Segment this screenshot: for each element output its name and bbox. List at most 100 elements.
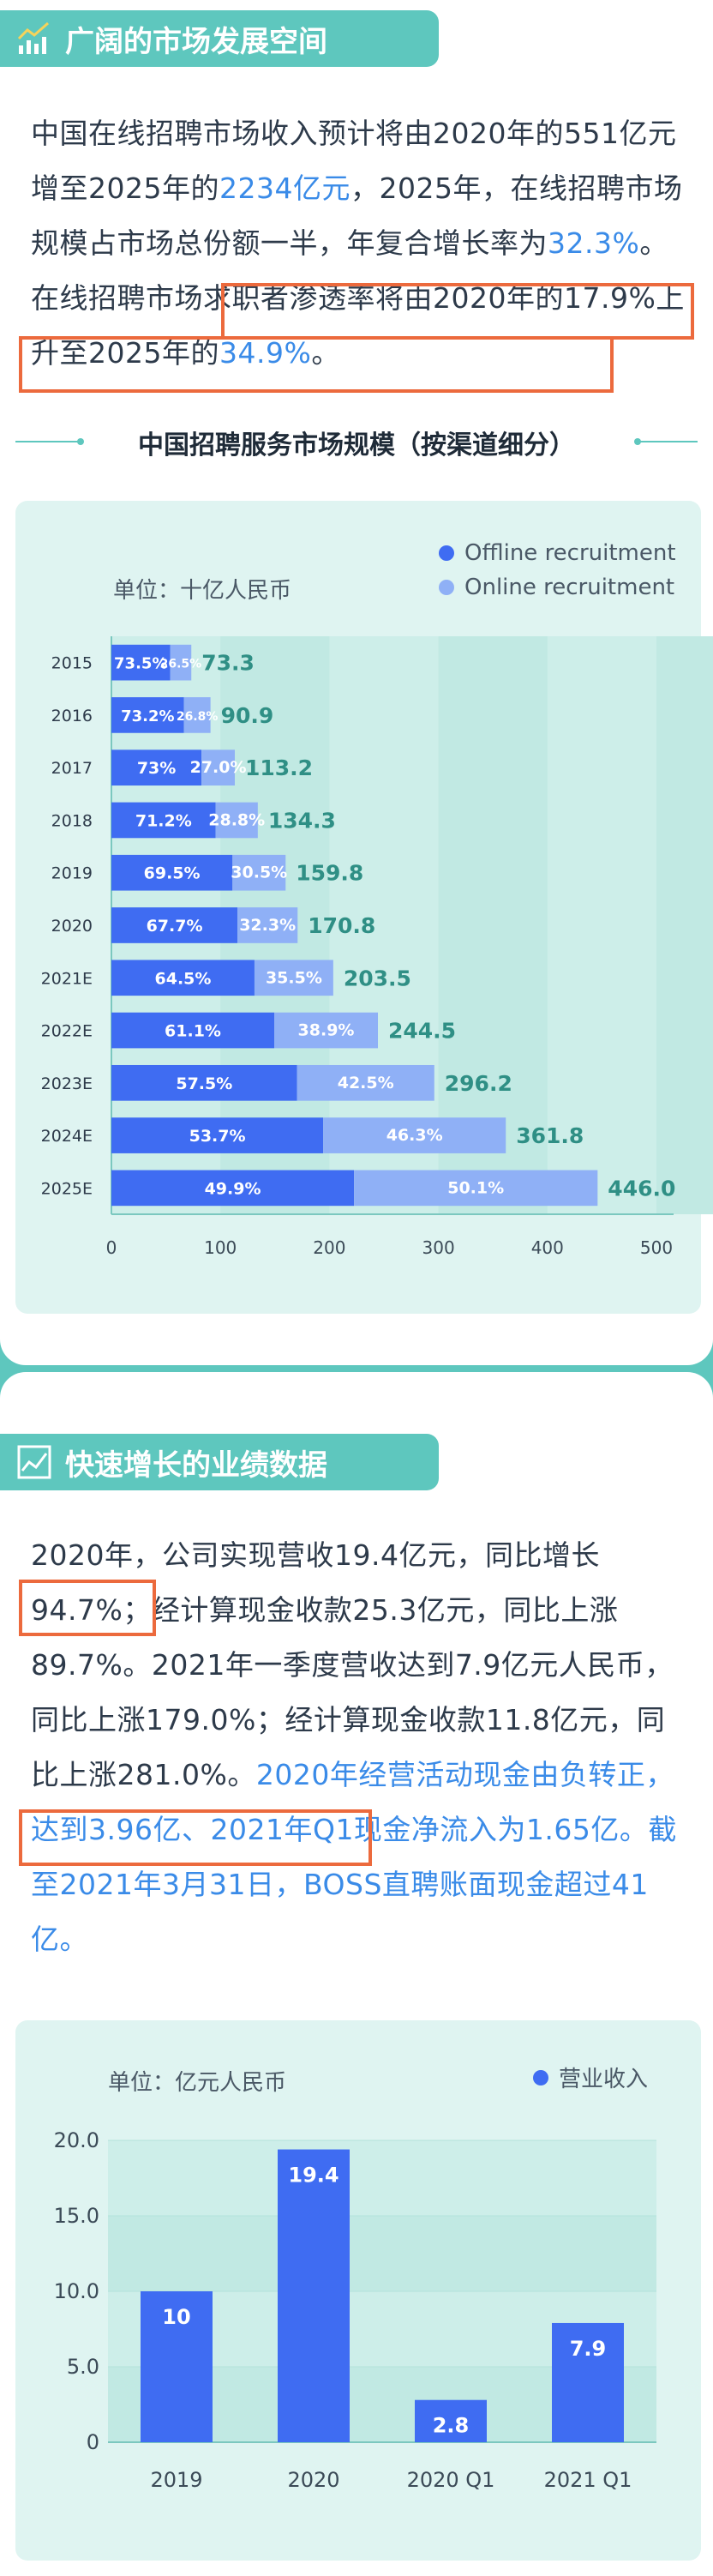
- bar-offline: [111, 960, 255, 996]
- total-label: 361.8: [516, 1123, 584, 1148]
- y-tick-label: 2015: [51, 654, 93, 673]
- deco-dot: [77, 438, 84, 445]
- bar-online: [215, 802, 258, 839]
- plot-band: [108, 2216, 656, 2291]
- y-tick-label: 10.0: [54, 2279, 99, 2303]
- y-tick-label: 2025E: [41, 1179, 93, 1198]
- y-tick-label: 0: [87, 2430, 99, 2454]
- x-tick-label: 400: [531, 1237, 564, 1258]
- share-label-offline: 69.5%: [144, 864, 201, 883]
- total-label: 73.3: [201, 651, 255, 676]
- bar-offline: [111, 1170, 355, 1207]
- y-tick-label: 2021E: [41, 969, 93, 988]
- highlight-box: [19, 336, 614, 393]
- legend-label: 营业收入: [559, 2067, 649, 2092]
- y-tick-label: 2018: [51, 811, 93, 830]
- section-divider-curve: [0, 1331, 713, 1365]
- total-label: 113.2: [245, 755, 313, 780]
- share-label-offline: 64.5%: [155, 969, 212, 988]
- para-highlight: 、2021年Q1现金净流入为1.65亿。截至2021年3月31日，BOSS直聘账…: [31, 1813, 677, 1956]
- share-label-online: 50.1%: [447, 1178, 504, 1197]
- bar-offline: [111, 1012, 275, 1049]
- bar-revenue: [552, 2322, 624, 2442]
- share-label-online: 28.8%: [208, 810, 265, 829]
- share-label-offline: 73.2%: [121, 707, 174, 725]
- share-label-online: 30.5%: [231, 864, 287, 882]
- share-label-offline: 73.5%: [114, 655, 167, 673]
- y-tick-label: 2016: [51, 707, 93, 725]
- performance-paragraph: 2020年，公司实现营收19.4亿元，同比增长 94.7%；经计算现金收款25.3…: [31, 1528, 691, 1967]
- legend-dot-revenue: [533, 2069, 548, 2085]
- total-label: 170.8: [308, 913, 375, 938]
- total-label: 296.2: [445, 1071, 512, 1096]
- bar-online: [237, 907, 298, 943]
- y-tick-label: 2024E: [41, 1127, 93, 1146]
- share-label-online: 35.5%: [266, 968, 322, 987]
- bar-revenue: [415, 2399, 487, 2442]
- share-label-online: 32.3%: [239, 916, 296, 935]
- x-tick-label: 2019: [150, 2468, 202, 2492]
- bar-revenue: [278, 2149, 350, 2442]
- bar-offline: [111, 749, 202, 786]
- share-label-offline: 53.7%: [189, 1127, 246, 1146]
- total-label: 90.9: [221, 703, 274, 728]
- para-text: 94.7%；: [31, 1593, 152, 1627]
- total-label: 446.0: [608, 1176, 675, 1201]
- x-tick-label: 100: [204, 1237, 237, 1258]
- bar-online: [274, 1012, 379, 1049]
- share-label-online: 26.8%: [177, 710, 219, 724]
- bar-revenue: [141, 2291, 213, 2442]
- x-tick-label: 2021 Q1: [544, 2468, 632, 2492]
- legend-offline: Offline recruitment: [439, 540, 676, 566]
- share-label-offline: 61.1%: [165, 1022, 221, 1041]
- bar-online: [254, 960, 333, 996]
- bar-offline: [111, 854, 233, 891]
- para-highlight: 2020年经营活动现金: [255, 1758, 531, 1791]
- total-label: 203.5: [344, 966, 411, 990]
- share-label-online: 46.3%: [386, 1126, 443, 1145]
- plot-band: [656, 636, 713, 1214]
- value-label: 19.4: [288, 2164, 339, 2188]
- deco-line: [638, 441, 698, 442]
- share-label-offline: 49.9%: [205, 1179, 261, 1198]
- y-tick-label: 20.0: [54, 2128, 99, 2152]
- legend-revenue: 营业收入: [533, 2061, 648, 2093]
- y-tick-label: 2022E: [41, 1022, 93, 1041]
- x-tick-label: 2020: [287, 2468, 339, 2492]
- section-header-market: 广阔的市场发展空间: [0, 10, 439, 67]
- section-title: 广阔的市场发展空间: [65, 24, 327, 59]
- para-text: 。: [639, 226, 668, 260]
- x-tick-label: 0: [106, 1237, 117, 1258]
- bar-online: [297, 1064, 434, 1101]
- legend-label: Online recruitment: [464, 575, 675, 600]
- bar-online: [323, 1117, 506, 1153]
- share-label-offline: 71.2%: [135, 811, 192, 830]
- section-title: 快速增长的业绩数据: [65, 1447, 327, 1483]
- bar-offline: [111, 644, 171, 681]
- total-label: 134.3: [268, 808, 336, 833]
- bar-online: [201, 749, 235, 786]
- value-label: 7.9: [570, 2337, 607, 2361]
- para-highlight: 34.9%: [219, 336, 312, 370]
- y-tick-label: 2023E: [41, 1074, 93, 1093]
- para-text: 2020年，公司实现营收19.4亿元，同比增长: [31, 1538, 600, 1572]
- x-tick-label: 300: [422, 1237, 455, 1258]
- bar-offline: [111, 1117, 324, 1153]
- y-tick-label: 2019: [51, 864, 93, 883]
- chart-trend-icon: [17, 21, 49, 54]
- share-label-online: 26.5%: [160, 658, 202, 671]
- para-text: 。: [311, 336, 340, 370]
- value-label: 2.8: [433, 2414, 470, 2438]
- chart-line-icon: [17, 1445, 51, 1479]
- bar-online: [183, 697, 211, 733]
- bar-offline: [111, 697, 184, 733]
- para-text: 中国在线招聘市场收入预计将由2020年的551亿元增至2025年的: [31, 117, 677, 205]
- x-tick-label: 2020 Q1: [407, 2468, 495, 2492]
- bar-online: [232, 854, 286, 891]
- bar-offline: [111, 907, 238, 943]
- chart-title: 中国招聘服务市场规模（按渠道细分）: [138, 430, 575, 460]
- y-tick-label: 2017: [51, 759, 93, 778]
- bar-offline: [111, 1064, 297, 1101]
- deco-line: [15, 441, 81, 442]
